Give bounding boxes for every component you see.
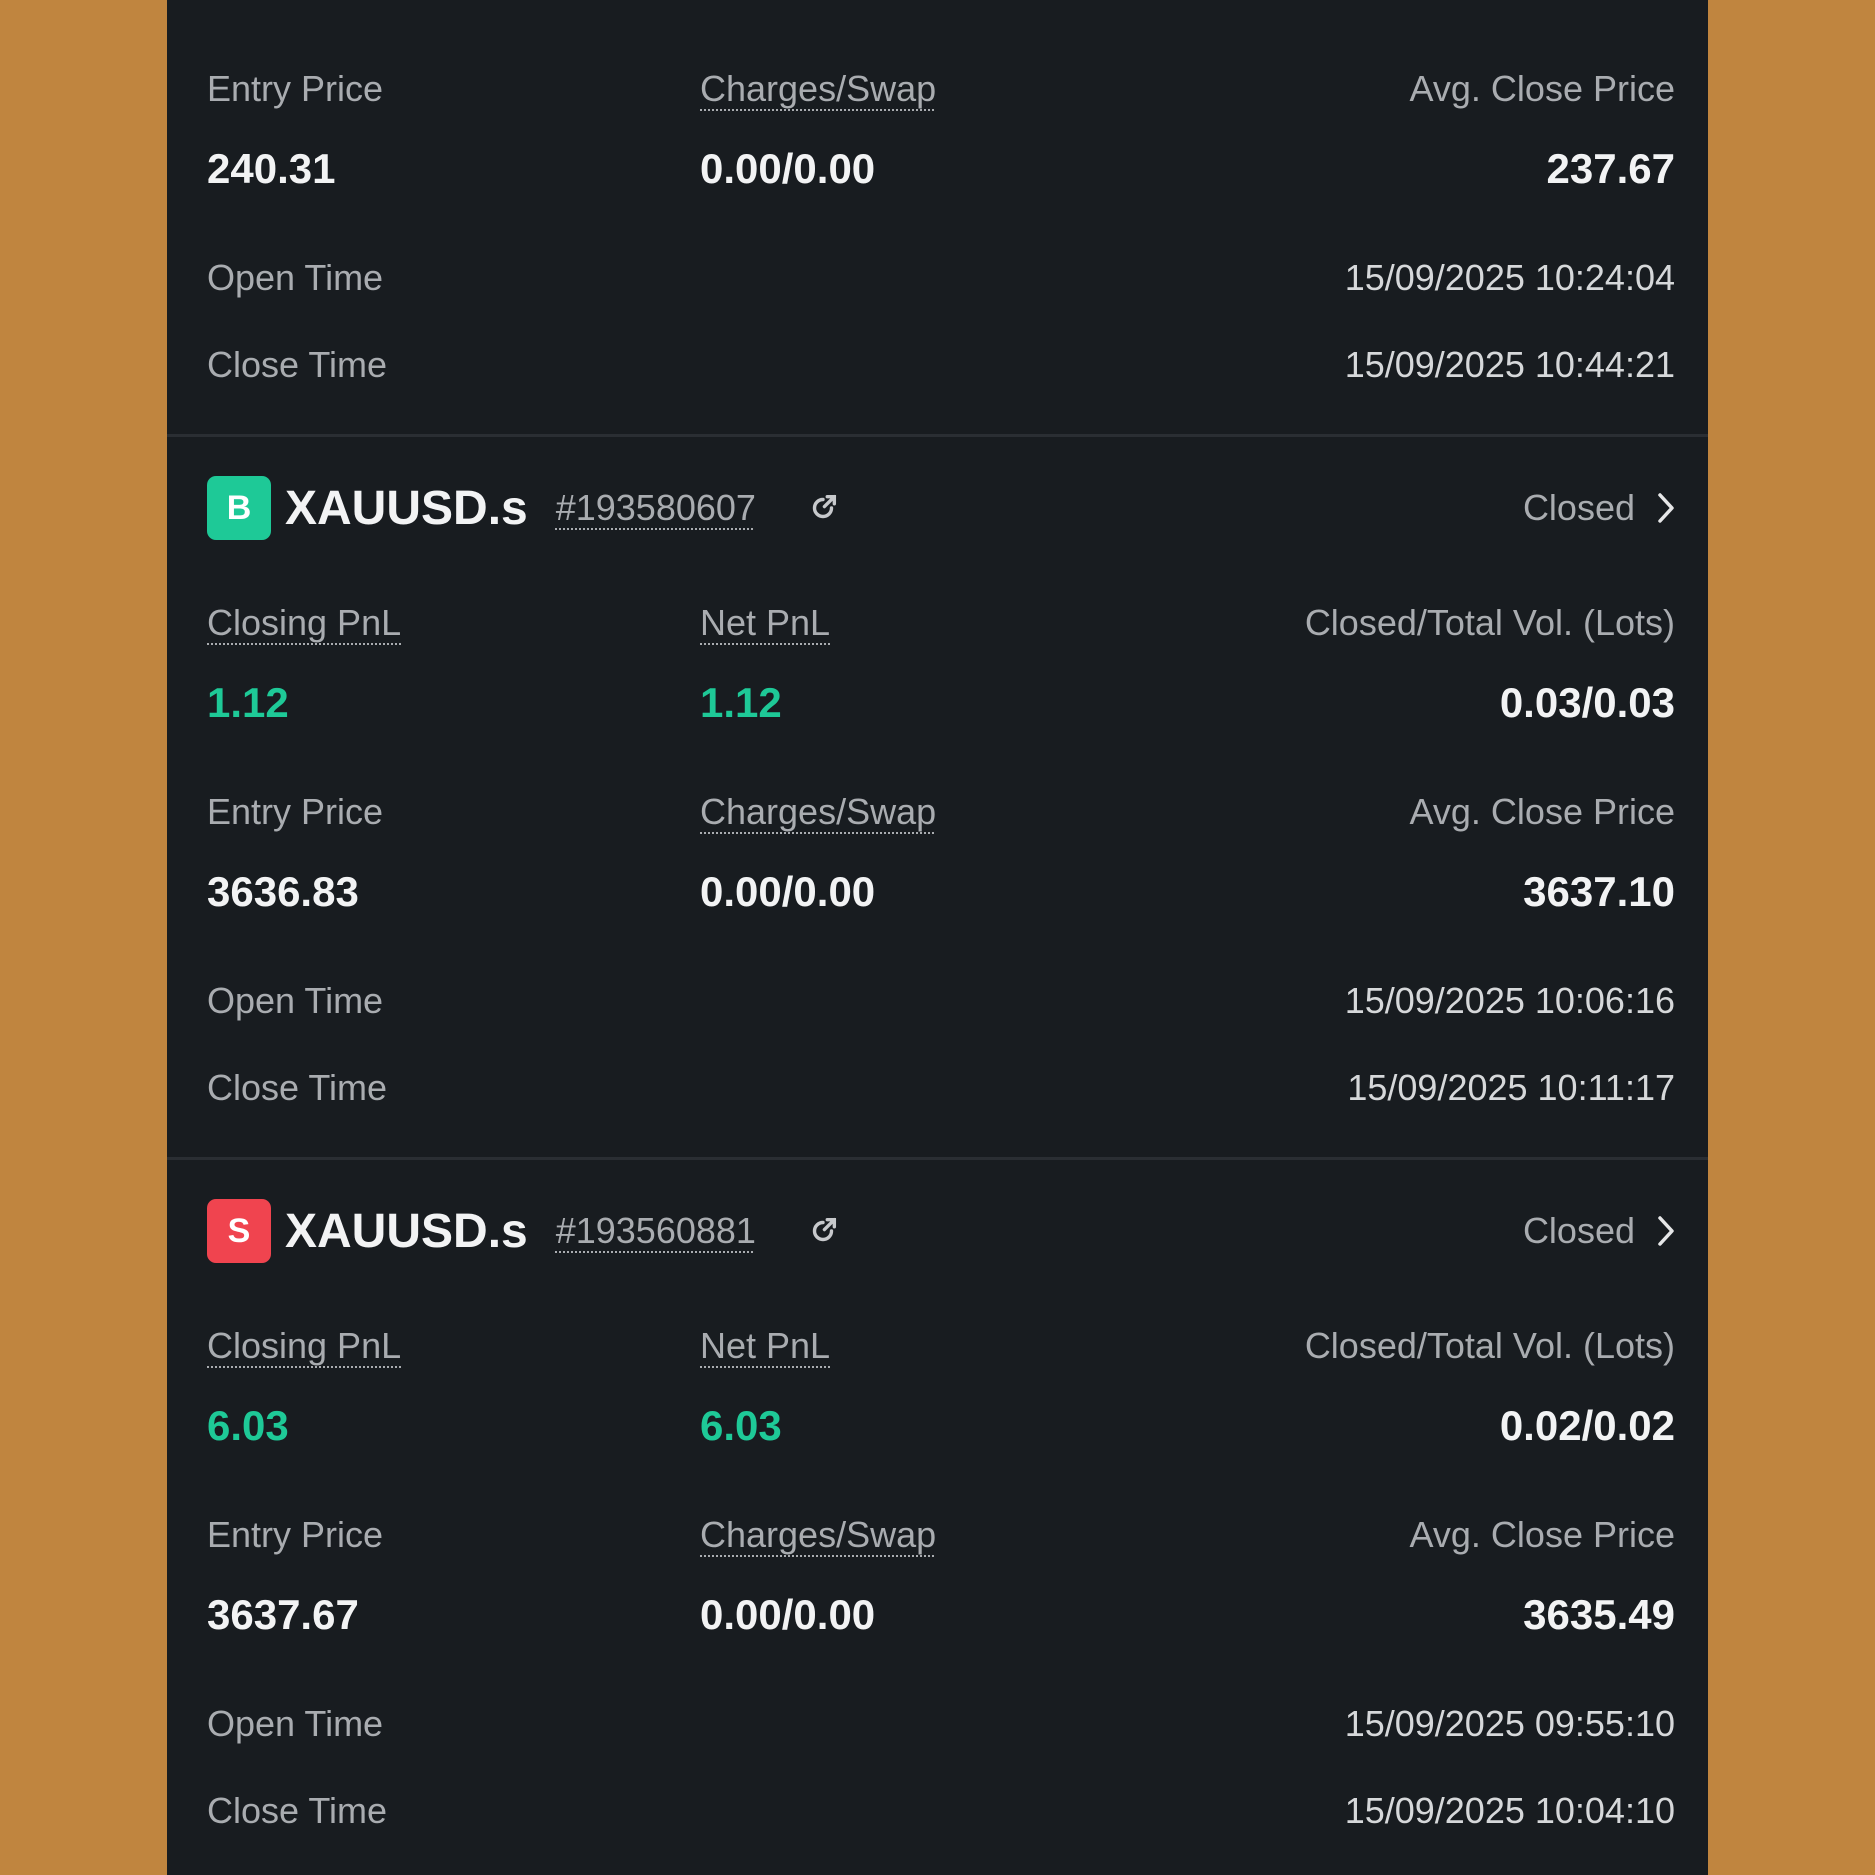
charges-swap-value: 0.00/0.00 [700, 1591, 876, 1638]
close-time-label: Close Time [207, 1790, 388, 1831]
volume-label: Closed/Total Vol. (Lots) [1304, 602, 1675, 643]
status-text: Closed [1522, 1210, 1635, 1251]
closing-pnl-label[interactable]: Closing PnL [207, 1325, 402, 1366]
trade-card[interactable]: S XAUUSD.s #193560881 Closed Closing PnL… [167, 1157, 1708, 1875]
open-time-value: 15/09/2025 10:24:04 [1344, 257, 1675, 298]
chevron-right-icon [1658, 493, 1674, 523]
share-icon[interactable] [806, 1214, 840, 1248]
open-time-value: 15/09/2025 09:55:10 [1344, 1703, 1675, 1744]
avg-close-price-label: Avg. Close Price [1409, 791, 1675, 832]
share-icon[interactable] [806, 491, 840, 525]
avg-close-price-value: 237.67 [1546, 145, 1675, 192]
open-time-label: Open Time [207, 1703, 384, 1744]
status-link[interactable]: Closed [1523, 487, 1675, 529]
close-time-label: Close Time [207, 1067, 388, 1108]
symbol: XAUUSD.s [285, 1204, 528, 1258]
close-time-value: 15/09/2025 10:04:10 [1344, 1790, 1675, 1831]
open-time-value: 15/09/2025 10:06:16 [1344, 980, 1675, 1021]
entry-price-label: Entry Price [207, 68, 384, 109]
ticket-id[interactable]: #193560881 [555, 1210, 756, 1251]
avg-close-price-label: Avg. Close Price [1409, 1514, 1675, 1555]
volume-value: 0.02/0.02 [1499, 1402, 1675, 1449]
volume-label: Closed/Total Vol. (Lots) [1304, 1325, 1675, 1366]
trade-card-partial[interactable]: Entry Price Charges/Swap Avg. Close Pric… [167, 0, 1708, 434]
avg-close-price-value: 3637.10 [1523, 868, 1675, 915]
charges-swap-value: 0.00/0.00 [700, 145, 876, 192]
chevron-right-icon [1658, 1216, 1674, 1246]
divider [167, 1157, 1708, 1160]
entry-price-label: Entry Price [207, 791, 384, 832]
close-time-label: Close Time [207, 344, 388, 385]
side-badge: S [207, 1199, 271, 1263]
charges-swap-label[interactable]: Charges/Swap [700, 1514, 937, 1555]
trade-card[interactable]: B XAUUSD.s #193580607 Closed Closing PnL… [167, 434, 1708, 1157]
charges-swap-value: 0.00/0.00 [700, 868, 876, 915]
charges-swap-label[interactable]: Charges/Swap [700, 68, 937, 109]
entry-price-value: 3637.67 [207, 1591, 359, 1638]
open-time-label: Open Time [207, 257, 384, 298]
entry-price-value: 240.31 [207, 145, 336, 192]
closing-pnl-label[interactable]: Closing PnL [207, 602, 402, 643]
closing-pnl-value: 6.03 [207, 1402, 289, 1449]
charges-swap-label[interactable]: Charges/Swap [700, 791, 937, 832]
status-text: Closed [1522, 487, 1635, 528]
volume-value: 0.03/0.03 [1499, 679, 1675, 726]
side-badge: B [207, 476, 271, 540]
open-time-label: Open Time [207, 980, 384, 1021]
avg-close-price-value: 3635.49 [1523, 1591, 1675, 1638]
net-pnl-value: 1.12 [700, 679, 782, 726]
closing-pnl-value: 1.12 [207, 679, 289, 726]
status-link[interactable]: Closed [1523, 1210, 1675, 1252]
ticket-id[interactable]: #193580607 [555, 487, 756, 528]
net-pnl-label[interactable]: Net PnL [700, 602, 831, 643]
symbol: XAUUSD.s [285, 481, 528, 535]
net-pnl-value: 6.03 [700, 1402, 782, 1449]
entry-price-label: Entry Price [207, 1514, 384, 1555]
divider [167, 434, 1708, 437]
trade-history-panel: Entry Price Charges/Swap Avg. Close Pric… [167, 0, 1708, 1875]
avg-close-price-label: Avg. Close Price [1409, 68, 1675, 109]
entry-price-value: 3636.83 [207, 868, 359, 915]
close-time-value: 15/09/2025 10:44:21 [1344, 344, 1675, 385]
close-time-value: 15/09/2025 10:11:17 [1347, 1067, 1675, 1108]
net-pnl-label[interactable]: Net PnL [700, 1325, 831, 1366]
